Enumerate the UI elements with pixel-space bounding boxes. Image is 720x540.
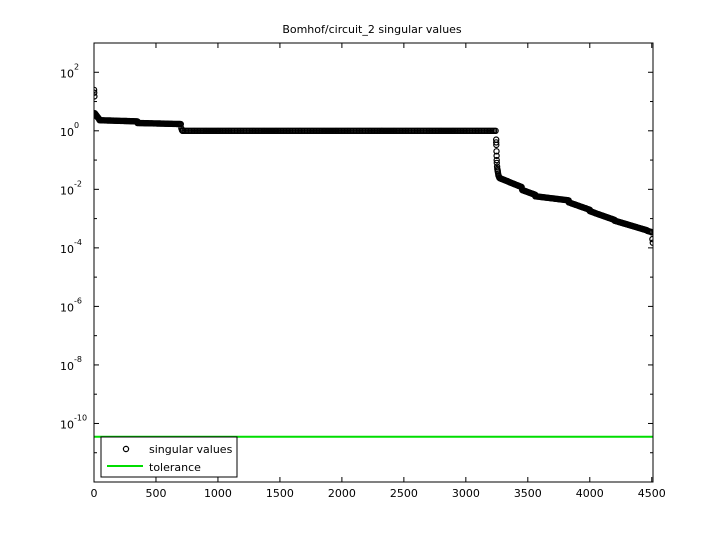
x-tick-label: 3500 bbox=[514, 487, 542, 500]
y-tick-exponent: -8 bbox=[74, 355, 82, 364]
y-tick-label: 10 bbox=[60, 301, 74, 314]
y-tick-exponent: -4 bbox=[74, 238, 82, 247]
y-tick-exponent: -10 bbox=[74, 413, 87, 422]
singular-value-point bbox=[493, 139, 500, 146]
y-tick-exponent: -6 bbox=[74, 296, 82, 305]
y-tick-label: 10 bbox=[60, 184, 74, 197]
y-tick-label: 10 bbox=[60, 243, 74, 256]
x-tick-label: 2000 bbox=[328, 487, 356, 500]
y-tick-label: 10 bbox=[60, 418, 74, 431]
y-tick-exponent: 0 bbox=[74, 121, 79, 130]
singular-value-point bbox=[177, 120, 184, 128]
singular-value-point bbox=[648, 229, 653, 236]
y-tick-label: 10 bbox=[60, 126, 74, 139]
y-tick-exponent: 2 bbox=[74, 62, 79, 71]
singular-value-point bbox=[493, 156, 500, 164]
x-tick-label: 3000 bbox=[452, 487, 480, 500]
legend-box bbox=[100, 436, 238, 478]
x-tick-label: 0 bbox=[91, 487, 98, 500]
data-layer bbox=[94, 86, 653, 438]
plot-background bbox=[94, 43, 653, 482]
legend-label-singular-values: singular values bbox=[149, 443, 233, 456]
chart-title: Bomhof/circuit_2 singular values bbox=[282, 23, 462, 36]
y-tick-label: 10 bbox=[60, 67, 74, 80]
singular-value-point bbox=[492, 127, 499, 134]
singular-value-point bbox=[493, 152, 500, 159]
y-tick-label: 10 bbox=[60, 360, 74, 373]
singular-value-point bbox=[493, 148, 500, 155]
x-tick-label: 2500 bbox=[390, 487, 418, 500]
singular-value-point bbox=[493, 141, 500, 149]
singular-value-point bbox=[493, 159, 500, 167]
x-tick-label: 4500 bbox=[638, 487, 666, 500]
legend-marker-singular-values bbox=[122, 445, 130, 453]
x-tick-label: 500 bbox=[145, 487, 166, 500]
y-tick-exponent: -2 bbox=[74, 179, 82, 188]
axes-frame bbox=[93, 42, 654, 483]
legend-label-tolerance: tolerance bbox=[149, 461, 201, 474]
x-tick-label: 1000 bbox=[204, 487, 232, 500]
x-tick-label: 4000 bbox=[576, 487, 604, 500]
singular-value-point bbox=[649, 235, 653, 243]
plot-area bbox=[94, 43, 653, 482]
legend: singular values tolerance bbox=[100, 436, 238, 478]
axes: 0 500 1000 1500 2000 2500 3000 3500 4000 45001021… bbox=[60, 42, 666, 500]
x-tick-label: 1500 bbox=[266, 487, 294, 500]
